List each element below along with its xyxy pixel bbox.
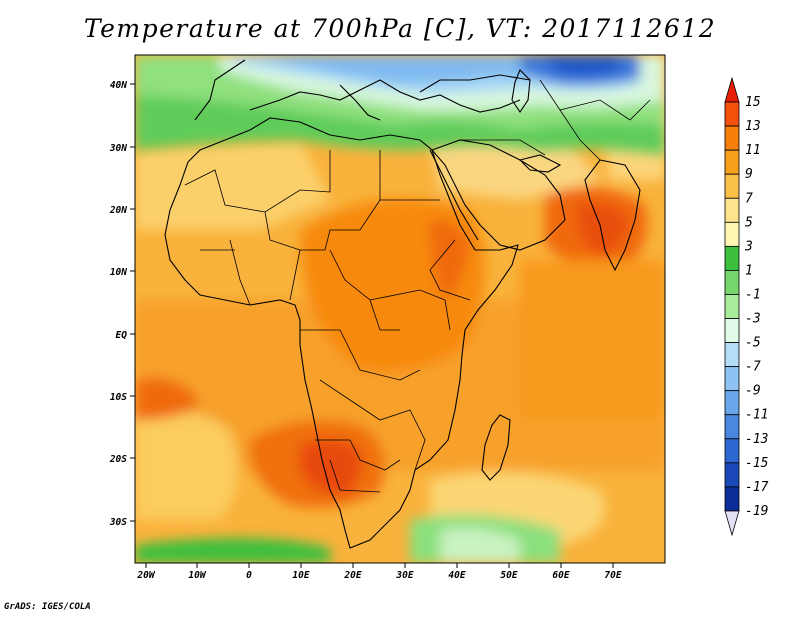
colorbar-box: [724, 197, 740, 223]
lon-label-40e: 40E: [448, 570, 465, 581]
colorbar-label: 3: [744, 239, 753, 254]
grads-credit: GrADS: IGES/COLA: [4, 602, 91, 612]
lat-label-20s: 20S: [109, 454, 127, 465]
colorbar-box: [724, 414, 740, 440]
colorbar-box: [724, 438, 740, 464]
colorbar-box: [724, 173, 740, 199]
colorbar-label: 13: [745, 119, 761, 134]
lat-label-40n: 40N: [110, 80, 127, 91]
latitude-axis: 40N 30N 20N 10N EQ 10S 20S 30S: [109, 80, 135, 528]
colorbar-box: [724, 245, 740, 271]
colorbar-top-arrow: [724, 76, 740, 103]
lon-label-10w: 10W: [188, 570, 206, 581]
country-borders: [184, 79, 651, 493]
colorbar-label: -3: [745, 312, 761, 327]
colorbar-box: [724, 294, 740, 319]
colorbar-box: [724, 270, 740, 295]
colorbar-box: [724, 486, 740, 512]
lon-label-0: 0: [246, 570, 252, 581]
lat-label-30n: 30N: [109, 143, 127, 154]
temperature-field: [135, 55, 665, 563]
colorbar-box: [724, 318, 740, 343]
lat-label-10s: 10S: [110, 392, 127, 403]
colorbar-box: [724, 125, 740, 151]
colorbar-label: 1: [745, 263, 753, 278]
map-title: Temperature at 700hPa [C], VT: 201711261…: [83, 14, 717, 43]
colorbar-box: [724, 101, 740, 127]
lon-label-20e: 20E: [343, 570, 361, 581]
colorbar-label: -17: [745, 480, 769, 495]
colorbar-box: [724, 221, 740, 247]
lon-label-50e: 50E: [500, 570, 517, 581]
colorbar-label: 5: [745, 215, 753, 230]
lon-label-60e: 60E: [552, 570, 569, 581]
colorbar-label: -5: [745, 336, 761, 351]
colorbar-label: -15: [745, 456, 769, 471]
colorbar-label: -9: [745, 384, 761, 399]
colorbar-bottom-arrow: [724, 510, 740, 537]
lat-label-eq: EQ: [116, 330, 128, 341]
colorbar: 15 13 11 9 7 5 3 1 -1 -3 -5 -7 -9 -11 -13 -15 -17 -19: [724, 76, 769, 537]
colorbar-box: [724, 390, 740, 416]
colorbar-label: 7: [745, 191, 753, 206]
lon-label-30e: 30E: [395, 570, 413, 581]
lat-label-20n: 20N: [109, 205, 127, 216]
colorbar-box: [724, 462, 740, 488]
lat-label-10n: 10N: [110, 267, 127, 278]
colorbar-label: 15: [745, 95, 761, 110]
colorbar-box: [724, 149, 740, 175]
lat-label-30s: 30S: [109, 517, 127, 528]
map-frame: [134, 54, 666, 564]
lon-label-20w: 20W: [136, 570, 155, 581]
colorbar-label: -11: [745, 408, 768, 423]
lon-label-10e: 10E: [292, 570, 309, 581]
colorbar-label: 11: [745, 143, 761, 158]
colorbar-label: -7: [745, 360, 761, 375]
longitude-axis: 20W 10W 0 10E 20E 30E 40E 50E 60E 70E: [136, 563, 622, 581]
colorbar-label: -1: [745, 287, 761, 302]
coastlines: [164, 59, 641, 549]
colorbar-box: [724, 366, 740, 392]
colorbar-label: -19: [745, 504, 768, 519]
lon-label-70e: 70E: [604, 570, 621, 581]
colorbar-box: [724, 342, 740, 368]
colorbar-label: -13: [745, 432, 768, 447]
colorbar-label: 9: [745, 167, 753, 182]
